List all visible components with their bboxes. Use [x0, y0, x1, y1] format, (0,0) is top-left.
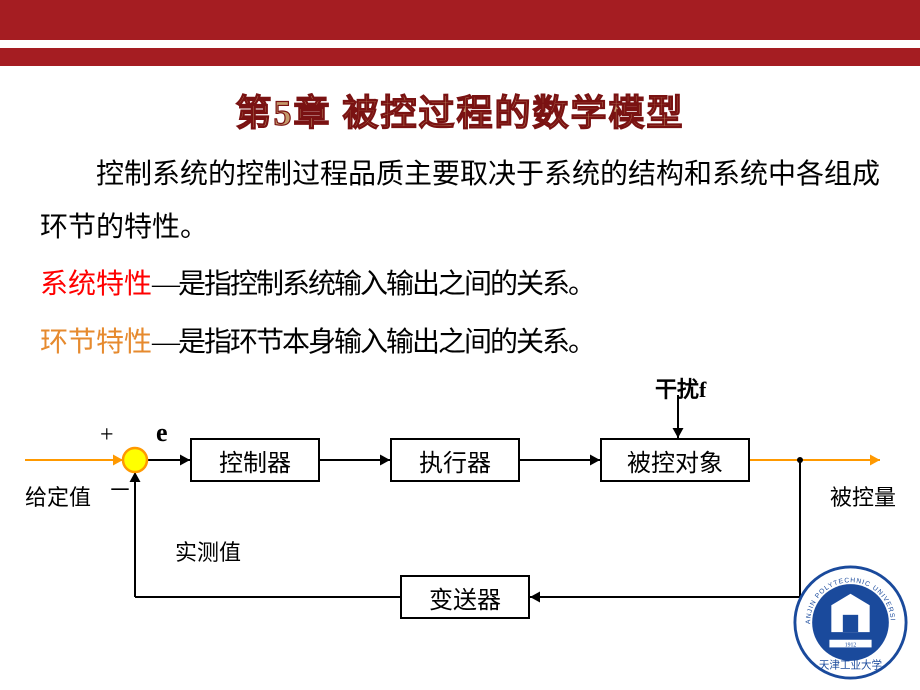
- header-gap: [0, 40, 920, 48]
- header-bar: [0, 0, 920, 66]
- label-output: 被控量: [830, 480, 896, 512]
- body-text: 控制系统的控制过程品质主要取决于系统的结构和系统中各组成环节的特性。 系统特性—…: [0, 136, 920, 369]
- label-minus: －: [108, 470, 132, 505]
- header-bottom-stripe: [0, 48, 920, 66]
- diagram-svg: [0, 380, 920, 690]
- label-error: e: [156, 418, 168, 448]
- block-plant: 被控对象: [600, 438, 750, 482]
- control-loop-diagram: 控制器 执行器 被控对象 变送器 给定值 + － e 实测值 干扰f 被控量: [0, 380, 920, 690]
- term-link-char: 环节特性: [40, 327, 152, 358]
- label-disturbance: 干扰f: [655, 372, 706, 404]
- label-setpoint: 给定值: [25, 480, 91, 512]
- block-controller: 控制器: [190, 438, 320, 482]
- term-system-char: 系统特性: [40, 269, 152, 300]
- definition-2: 环节特性—是指环节本身输入输出之间的关系。: [40, 316, 880, 369]
- def2-body: —是指环节本身输入输出之间的关系。: [152, 327, 594, 358]
- logo-svg: TIANJIN POLYTECHNIC UNIVERSITY 1912 天津工业…: [793, 565, 908, 680]
- label-plus: +: [100, 422, 114, 449]
- page-title: 第5章 被控过程的数学模型: [0, 84, 920, 136]
- block-transmitter: 变送器: [400, 575, 530, 619]
- definition-1: 系统特性—是指控制系统输入输出之间的关系。: [40, 258, 880, 311]
- university-logo: TIANJIN POLYTECHNIC UNIVERSITY 1912 天津工业…: [793, 565, 908, 680]
- block-actuator: 执行器: [390, 438, 520, 482]
- logo-year: 1912: [845, 642, 857, 648]
- intro-paragraph: 控制系统的控制过程品质主要取决于系统的结构和系统中各组成环节的特性。: [40, 148, 880, 254]
- logo-text-cn: 天津工业大学: [819, 659, 882, 672]
- header-top-stripe: [0, 0, 920, 40]
- label-measured: 实测值: [175, 535, 241, 567]
- def1-body: —是指控制系统输入输出之间的关系。: [152, 269, 594, 300]
